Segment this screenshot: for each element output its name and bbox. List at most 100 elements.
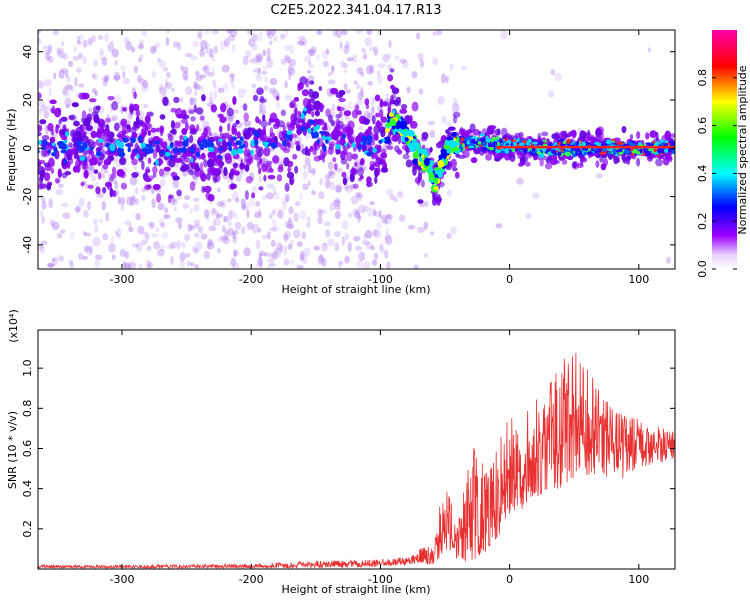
noise-mark xyxy=(133,65,139,74)
energy-mark xyxy=(201,152,205,158)
energy-mark xyxy=(409,120,418,129)
noise-mark xyxy=(371,259,378,266)
energy-mark xyxy=(255,145,261,155)
energy-mark xyxy=(46,183,52,191)
energy-mark xyxy=(294,113,298,122)
energy-mark xyxy=(309,80,315,85)
snr-multiplier-label: (x10⁴) xyxy=(7,309,20,343)
energy-mark xyxy=(256,160,260,169)
energy-mark xyxy=(228,183,236,190)
noise-mark xyxy=(58,69,65,79)
noise-mark xyxy=(142,230,147,237)
y-tick-label: 0.4 xyxy=(21,480,34,498)
noise-mark xyxy=(47,262,55,268)
noise-mark xyxy=(197,30,203,40)
ridge-mark xyxy=(318,130,325,134)
energy-mark xyxy=(87,154,91,163)
energy-mark xyxy=(518,162,524,167)
noise-mark xyxy=(189,207,194,214)
noise-mark xyxy=(328,170,336,176)
noise-mark xyxy=(194,241,203,251)
energy-mark xyxy=(113,122,120,132)
energy-mark xyxy=(402,153,410,160)
noise-mark xyxy=(351,54,358,63)
energy-mark xyxy=(79,124,83,131)
energy-mark xyxy=(203,185,212,193)
energy-mark xyxy=(178,140,183,148)
energy-mark xyxy=(333,163,338,171)
energy-mark xyxy=(387,74,394,82)
noise-mark xyxy=(424,253,428,258)
noise-mark xyxy=(68,259,72,266)
noise-mark xyxy=(212,219,217,227)
ridge-mark xyxy=(134,149,139,154)
noise-mark xyxy=(180,65,184,72)
noise-mark xyxy=(252,185,257,194)
energy-mark xyxy=(308,104,316,111)
noise-mark xyxy=(173,206,177,212)
noise-mark xyxy=(92,237,101,247)
noise-mark xyxy=(140,83,149,93)
energy-mark xyxy=(97,172,102,180)
energy-mark xyxy=(223,166,228,177)
noise-mark xyxy=(280,156,285,167)
noise-mark xyxy=(206,241,215,250)
noise-mark xyxy=(445,121,452,127)
noise-mark xyxy=(266,58,274,69)
noise-mark xyxy=(319,209,328,214)
energy-mark xyxy=(319,102,324,113)
noise-mark xyxy=(254,264,259,269)
ridge-mark xyxy=(433,186,439,191)
noise-mark xyxy=(38,30,42,35)
noise-mark xyxy=(303,247,311,257)
energy-mark xyxy=(170,120,176,130)
noise-mark xyxy=(108,243,116,253)
noise-mark xyxy=(386,214,394,219)
noise-mark xyxy=(200,39,208,50)
noise-mark xyxy=(74,76,78,87)
energy-mark xyxy=(119,171,126,179)
noise-mark xyxy=(217,247,221,254)
ridge-mark xyxy=(400,130,408,135)
energy-mark xyxy=(185,163,194,173)
noise-mark xyxy=(289,140,295,150)
ridge-mark xyxy=(671,150,675,154)
noise-mark xyxy=(261,70,268,75)
energy-mark xyxy=(294,141,300,146)
noise-mark xyxy=(283,245,288,256)
noise-mark xyxy=(285,220,294,229)
energy-mark xyxy=(339,136,346,146)
noise-mark xyxy=(268,227,277,232)
energy-mark xyxy=(338,97,346,103)
energy-mark xyxy=(421,144,426,150)
noise-mark xyxy=(184,233,190,242)
noise-mark xyxy=(325,229,331,238)
spectrogram-plot-area xyxy=(38,30,675,269)
noise-mark xyxy=(446,232,452,239)
energy-mark xyxy=(66,152,71,161)
noise-mark xyxy=(261,157,267,164)
noise-mark xyxy=(189,97,194,106)
noise-mark xyxy=(376,220,382,229)
energy-mark xyxy=(358,177,362,182)
noise-mark xyxy=(398,214,406,222)
noise-mark xyxy=(445,75,449,84)
ridge-mark xyxy=(459,142,463,145)
noise-mark xyxy=(133,164,138,171)
energy-mark xyxy=(263,146,271,157)
energy-mark xyxy=(70,129,77,138)
noise-mark xyxy=(344,255,350,264)
noise-mark xyxy=(56,254,62,261)
noise-mark xyxy=(334,230,341,238)
energy-mark xyxy=(291,119,297,126)
noise-mark xyxy=(268,214,273,219)
noise-mark xyxy=(135,213,141,221)
energy-mark xyxy=(277,120,286,128)
noise-mark xyxy=(284,231,292,240)
energy-mark xyxy=(109,137,114,143)
noise-mark xyxy=(311,190,316,196)
noise-mark xyxy=(241,204,247,210)
energy-mark xyxy=(297,83,302,92)
energy-mark xyxy=(399,108,408,114)
energy-mark xyxy=(420,179,425,188)
